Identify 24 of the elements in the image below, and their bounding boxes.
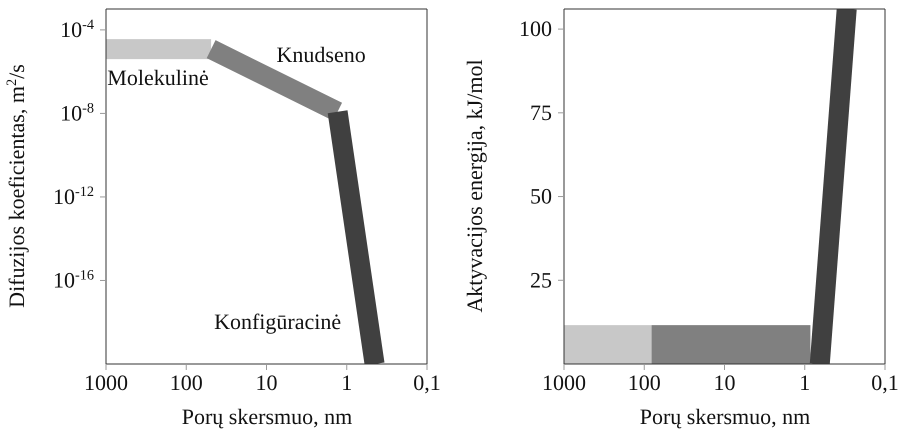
y-tick-label: 50 — [530, 184, 552, 209]
x-tick-label: 0,1 — [871, 370, 899, 395]
x-tick-label: 0,1 — [413, 370, 441, 395]
y-tick-label: 75 — [530, 100, 552, 125]
x-tick-label: 1 — [799, 370, 810, 395]
x-tick-label: 1000 — [84, 370, 128, 395]
y-tick-label: 10$^{-16}$ — [52, 267, 94, 292]
y-tick-label: 100 — [519, 16, 552, 42]
series-label: Konfigūracinė — [214, 308, 342, 334]
x-tick-label: 10 — [256, 370, 278, 395]
y-tick-label: 10$^{-8}$ — [60, 100, 94, 126]
x-axis-title: Porų skersmuo, nm — [182, 404, 352, 429]
y-tick-label: 10$^{-12}$ — [52, 184, 94, 209]
x-tick-label: 100 — [170, 370, 203, 395]
x-axis-title: Porų skersmuo, nm — [640, 404, 810, 429]
x-tick-label: 1 — [341, 370, 352, 395]
series-label: Molekulinė — [107, 65, 209, 90]
x-tick-label: 10 — [714, 370, 736, 395]
series-label: Knudseno — [276, 42, 366, 68]
x-tick-label: 1000 — [542, 370, 586, 395]
y-axis-title: Aktyvacijos energija, kJ/mol — [462, 59, 487, 313]
y-tick-label: 25 — [530, 267, 552, 292]
y-tick-label: 10$^{-4}$ — [60, 16, 94, 42]
x-tick-label: 100 — [628, 370, 661, 395]
